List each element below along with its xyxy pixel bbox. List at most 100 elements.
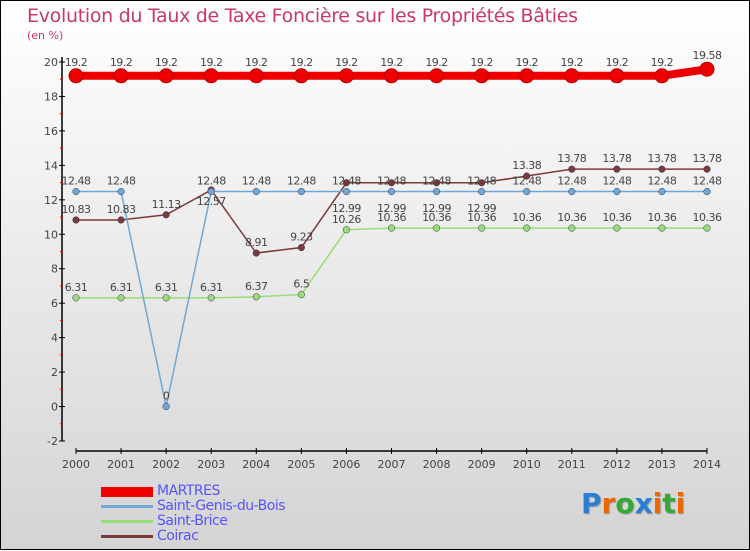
data-point [342,226,350,234]
data-label: 10.36 [693,211,722,224]
data-label: 12.48 [377,175,406,188]
data-label: 9.23 [290,231,313,244]
data-label: 19.2 [245,56,268,69]
y-axis-unit: (en %) [27,29,64,42]
y-tick-label: 14 [44,159,58,172]
data-label: 10.83 [107,203,136,216]
x-tick-label: 2011 [558,458,586,471]
data-label: 12.48 [602,175,631,188]
proxiti-logo: Proxiti [581,487,686,520]
x-tick-label: 2001 [107,458,135,471]
data-label: 19.2 [561,56,584,69]
legend-item: MARTRES [101,484,285,499]
data-label: 12.48 [512,175,541,188]
x-tick-label: 2013 [648,458,676,471]
data-point [609,68,625,84]
data-label: 12.99 [377,202,406,215]
x-tick-label: 2005 [287,458,315,471]
data-label: 19.2 [651,56,674,69]
data-point [203,68,219,84]
legend-label: Coirac [157,528,199,544]
data-point [568,224,576,232]
y-tick-label: 10 [44,228,58,241]
legend-item: Saint-Genis-du-Bois [101,499,286,514]
data-label: 12.99 [467,202,496,215]
y-tick-label: 16 [44,125,58,138]
data-point [72,216,80,224]
x-tick-label: 2008 [423,458,451,471]
data-label: 10.36 [512,211,541,224]
data-label: 13.78 [693,152,722,165]
data-label: 19.2 [290,56,313,69]
data-label: 12.48 [693,175,722,188]
legend-item: Saint-Brice [101,514,285,529]
data-label: 19.2 [470,56,493,69]
data-point [117,187,125,196]
data-label: 19.58 [693,49,722,62]
data-label: 19.2 [425,56,448,69]
legend-label: MARTRES [157,483,220,499]
x-tick-label: 2007 [378,458,406,471]
y-tick-label: 20 [44,56,58,69]
data-label: 13.78 [557,152,586,165]
x-tick-label: 2012 [603,458,631,471]
data-label: 19.2 [606,56,629,69]
legend: MARTRES Saint-Genis-du-Bois Saint-Brice Coi… [101,484,286,544]
data-label: 6.31 [110,281,133,294]
data-label: 12.48 [557,175,586,188]
data-point [207,187,215,196]
data-point [68,68,84,84]
data-point [474,68,490,84]
data-point [158,68,174,84]
x-tick-label: 2014 [693,458,721,471]
y-tick-label: 18 [44,90,58,103]
data-point [568,165,576,173]
data-label: 12.99 [422,202,451,215]
data-point [478,224,486,232]
y-tick-label: 0 [51,401,58,414]
data-label: 6.5 [293,278,309,291]
data-label: 12.48 [107,175,136,188]
data-label: 8.91 [245,236,268,249]
data-point [703,187,711,196]
data-point [658,187,666,196]
data-point [248,68,264,84]
data-label: 12.99 [332,202,361,215]
data-point [207,294,215,302]
data-point [523,224,531,232]
data-label: 10.36 [557,211,586,224]
data-point [478,179,486,187]
data-label: 0 [163,390,170,403]
data-point [478,187,486,196]
data-point [297,291,305,299]
data-point [429,68,445,84]
data-point [519,68,535,84]
data-point [387,179,396,187]
data-label: 12.48 [647,175,676,188]
data-label: 6.37 [245,280,268,293]
data-label: 19.2 [65,56,88,69]
data-label: 19.2 [200,56,223,69]
data-point [699,61,715,77]
x-tick-label: 2010 [513,458,541,471]
legend-item: Coirac [101,529,285,544]
y-tick-label: 12 [44,194,58,207]
chart-title: Evolution du Taux de Taxe Foncière sur l… [27,5,578,27]
data-point [523,187,531,196]
data-label: 12.48 [62,175,91,188]
x-tick-label: 2009 [468,458,496,471]
y-tick-label: 8 [51,263,58,276]
data-label: 12.48 [422,175,451,188]
data-point [433,187,441,196]
x-tick-label: 2002 [152,458,180,471]
data-point [613,165,621,173]
data-point [387,224,396,232]
data-point [252,249,260,257]
data-label: 10.83 [62,203,91,216]
y-tick-label: 4 [51,332,58,345]
data-point [162,294,170,302]
data-point [338,68,354,84]
legend-label: Saint-Brice [157,513,228,529]
data-label: 19.2 [515,56,538,69]
